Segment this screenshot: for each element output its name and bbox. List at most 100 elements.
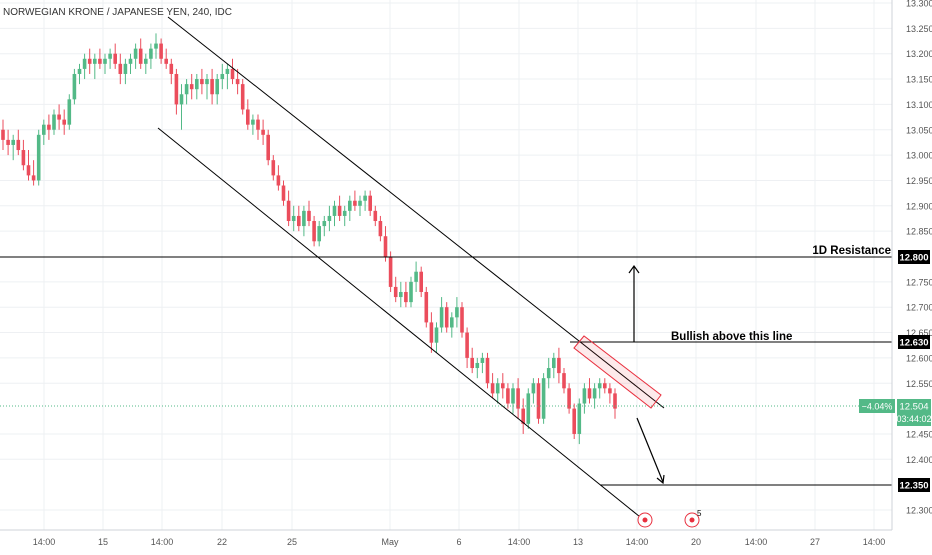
candle-body	[128, 58, 133, 64]
candle-83	[424, 286, 429, 328]
candle-body	[256, 119, 260, 130]
candle-body	[409, 281, 413, 303]
candle-body	[123, 63, 128, 74]
candle-body	[261, 129, 265, 135]
candle-67	[342, 205, 347, 227]
candle-79	[404, 281, 408, 308]
candle-42	[215, 73, 219, 105]
y-axis-ticks: 13.300 13.250 13.200 13.150 13.100 13.050 13.0…	[906, 0, 932, 516]
event-marker-2[interactable]: 5	[684, 509, 702, 528]
y-tick-label-5: 13.050	[906, 125, 932, 135]
arrow-up[interactable]	[628, 264, 640, 342]
candle-34	[174, 68, 179, 115]
candle-body	[603, 383, 607, 389]
candle-body	[582, 388, 587, 404]
candle-body	[342, 210, 347, 216]
x-tick-label-1: 15	[98, 537, 108, 547]
candle-22	[113, 43, 117, 69]
x-tick-label-12: 27	[810, 537, 820, 547]
candle-body	[297, 215, 301, 227]
tag-resistance: 12.800	[898, 250, 930, 264]
candle-89	[455, 297, 459, 328]
x-tick-label-9: 14:00	[626, 537, 649, 547]
candle-41	[210, 68, 214, 105]
x-tick-label-7: 14:00	[508, 537, 531, 547]
candle-body	[353, 200, 357, 206]
change-percent: −4.04%	[862, 402, 893, 412]
candle-13	[67, 94, 72, 130]
x-axis-ticks: 14:00 15 14:00 22 25 May 6 14:00 13 14:00 20 14:00 2…	[33, 537, 886, 547]
candle-81	[414, 261, 418, 292]
candle-82	[419, 266, 423, 298]
grid	[0, 0, 892, 530]
candle-9	[47, 114, 51, 140]
candle-26	[133, 43, 138, 69]
candle-body	[358, 200, 362, 206]
tag-target-text: 12.350	[899, 481, 928, 492]
candle-5	[26, 150, 31, 181]
price-tags: 12.800 12.630 12.350 −4.04% 12.504 03:44…	[859, 250, 932, 492]
candle-32	[164, 48, 168, 69]
candle-120	[613, 388, 617, 419]
candle-45	[230, 58, 235, 85]
candle-7	[36, 129, 41, 186]
candle-body	[246, 109, 250, 125]
candle-51	[261, 119, 265, 145]
candle-105	[536, 378, 541, 424]
channel-lower-line[interactable]	[157, 127, 651, 526]
resistance-1d-label: 1D Resistance	[812, 245, 891, 257]
candle-11	[57, 104, 61, 130]
candle-body	[271, 160, 276, 176]
candle-body	[450, 317, 454, 328]
candle-75	[383, 226, 388, 262]
drawings: 1D Resistance Bullish above this line	[0, 16, 892, 528]
x-tick-label-6: 6	[456, 537, 461, 547]
candle-body	[52, 114, 56, 130]
candle-body	[592, 388, 597, 399]
candle-71	[363, 190, 367, 211]
candle-body	[220, 73, 225, 80]
y-tick-label-2: 13.200	[906, 49, 932, 59]
candle-body	[455, 307, 459, 318]
candle-80	[409, 276, 413, 308]
candles	[1, 33, 617, 445]
candle-96	[490, 373, 495, 399]
candle-body	[419, 271, 423, 292]
bullish-line-label: Bullish above this line	[671, 331, 792, 343]
candle-63	[322, 215, 327, 237]
candle-47	[240, 79, 245, 115]
arrow-down[interactable]	[636, 417, 665, 485]
bar-countdown: 03:44:02	[896, 414, 931, 424]
candle-77	[393, 276, 398, 303]
breakout-box[interactable]	[573, 335, 662, 409]
candle-43	[220, 63, 225, 90]
candle-body	[465, 332, 469, 358]
candle-body	[42, 124, 46, 135]
candle-58	[297, 205, 301, 232]
candle-body	[608, 388, 612, 394]
candle-17	[87, 48, 92, 74]
event-marker-1[interactable]	[637, 512, 653, 528]
candle-28	[144, 53, 148, 74]
candle-body	[567, 388, 571, 409]
candle-64	[327, 205, 332, 232]
candle-46	[235, 68, 240, 95]
candle-48	[246, 99, 250, 130]
candle-100	[511, 383, 515, 414]
candle-38	[195, 73, 199, 100]
candle-103	[526, 388, 531, 429]
candle-body	[159, 43, 163, 59]
candle-body	[536, 383, 541, 419]
candle-body	[327, 215, 332, 222]
candle-97	[495, 378, 500, 404]
candle-52	[266, 129, 270, 166]
channel-upper-line[interactable]	[167, 16, 665, 409]
candle-115	[587, 378, 592, 404]
candle-3	[16, 129, 21, 156]
candle-118	[603, 378, 607, 394]
candle-body	[108, 53, 112, 59]
y-tick-label-13: 12.600	[906, 353, 932, 363]
candle-body	[6, 139, 10, 145]
candle-body	[332, 205, 337, 216]
